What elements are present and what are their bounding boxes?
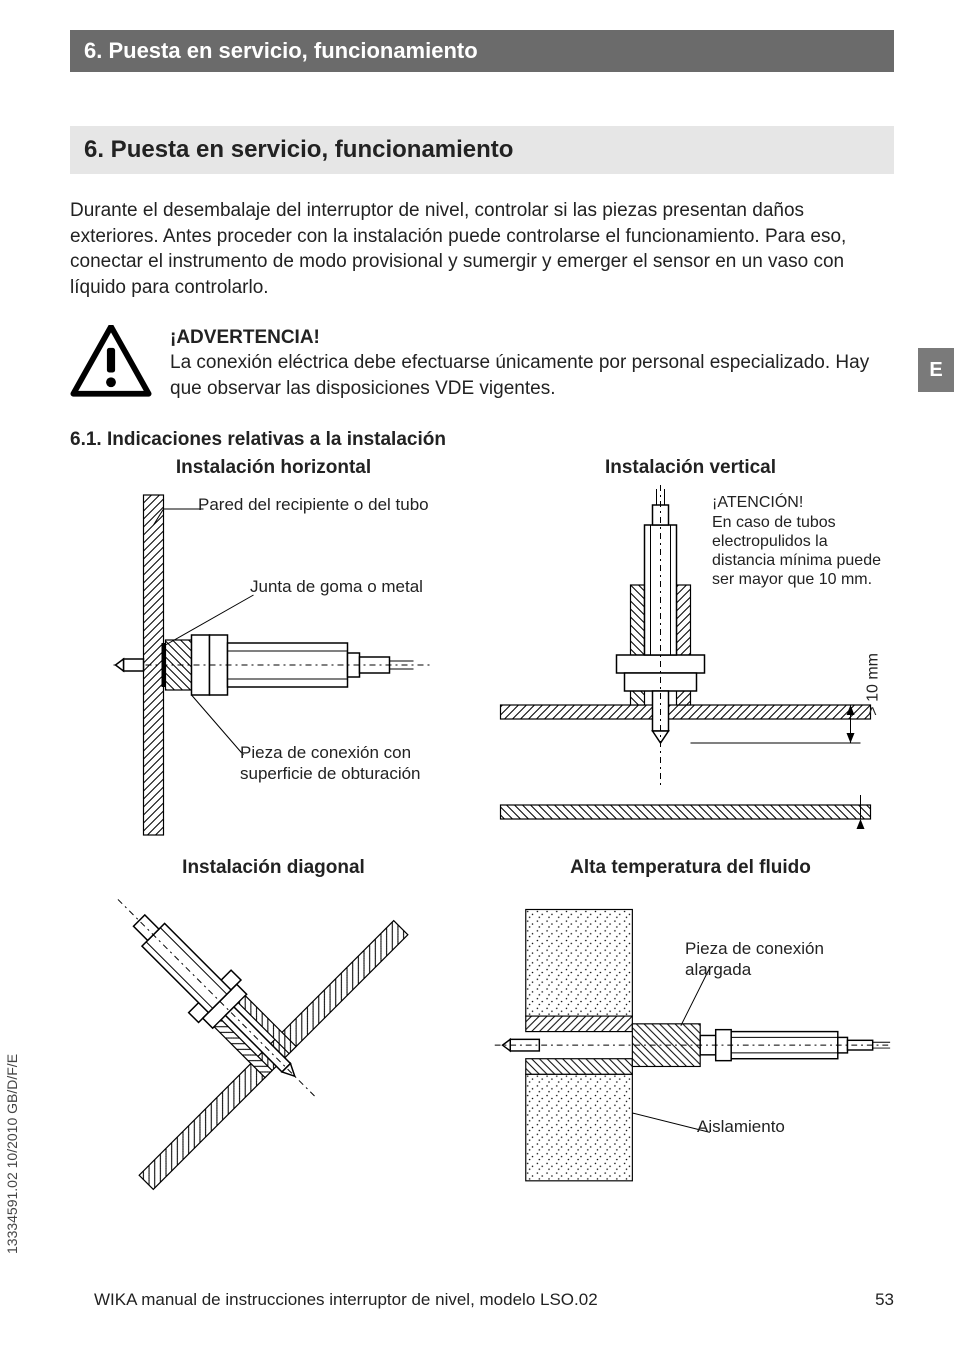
footer: WIKA manual de instrucciones interruptor… (94, 1290, 894, 1310)
label-wall: Pared del recipiente o del tubo (198, 495, 429, 515)
figure-diagonal-svg (70, 885, 477, 1215)
label-gasket: Junta de goma o metal (250, 577, 423, 597)
doc-code: 13334591.02 10/2010 GB/D/F/E (4, 1054, 20, 1254)
label-iso: Aislamiento (697, 1117, 785, 1137)
label-ext: Pieza de conexión alargada (685, 939, 894, 980)
figure-horizontal: Instalación horizontal (70, 457, 477, 847)
figure-hightemp-svg (487, 885, 894, 1215)
section-header: 6. Puesta en servicio, funcionamiento (70, 126, 894, 174)
warning-block: ¡ADVERTENCIA! La conexión eléctrica debe… (70, 325, 894, 402)
label-conn: Pieza de conexión con superficie de obtu… (240, 743, 440, 784)
warning-icon (70, 325, 152, 397)
figure-diagonal: Instalación diagonal (70, 857, 477, 1217)
subsection-heading: 6.1. Indicaciones relativas a la instala… (70, 429, 894, 451)
figure-grid: Instalación horizontal (70, 457, 894, 1217)
chapter-header: 6. Puesta en servicio, funcionamiento (70, 30, 894, 72)
intro-paragraph: Durante el desembalaje del interruptor d… (70, 198, 894, 301)
note-body: En caso de tubos electropulidos la dista… (712, 514, 881, 589)
figure-title: Instalación vertical (487, 457, 894, 479)
page: 6. Puesta en servicio, funcionamiento 6.… (0, 0, 954, 1354)
page-number: 53 (875, 1290, 894, 1310)
vertical-note: ¡ATENCIÓN! En caso de tubos electropulid… (712, 493, 892, 589)
dim-label: > 10 mm (864, 653, 883, 716)
warning-text: ¡ADVERTENCIA! La conexión eléctrica debe… (170, 325, 894, 402)
figure-title: Alta temperatura del fluido (487, 857, 894, 879)
footer-text: WIKA manual de instrucciones interruptor… (94, 1290, 598, 1310)
figure-title: Instalación horizontal (70, 457, 477, 479)
figure-title: Instalación diagonal (70, 857, 477, 879)
figure-horizontal-svg (70, 485, 477, 845)
warning-body: La conexión eléctrica debe efectuarse ún… (170, 350, 894, 401)
language-tab: E (918, 348, 954, 392)
note-title: ¡ATENCIÓN! (712, 494, 803, 511)
warning-title: ¡ADVERTENCIA! (170, 325, 894, 351)
figure-vertical: Instalación vertical (487, 457, 894, 847)
figure-hightemp: Alta temperatura del fluido (487, 857, 894, 1217)
